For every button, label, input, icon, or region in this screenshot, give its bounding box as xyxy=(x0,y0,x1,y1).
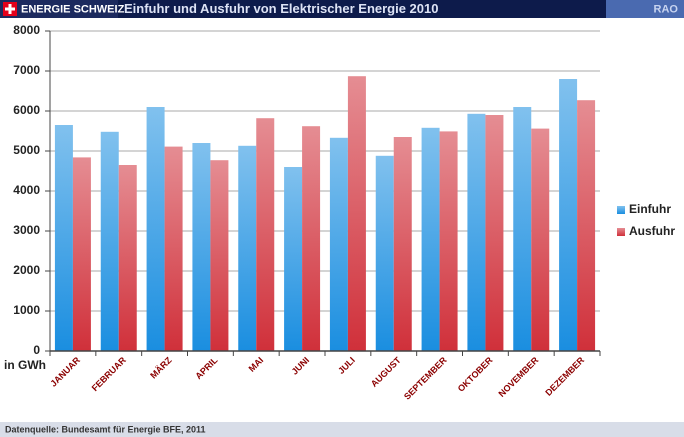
bar xyxy=(284,167,303,351)
brand-box xyxy=(0,0,118,18)
y-tick-label: 2000 xyxy=(13,263,40,277)
bar xyxy=(393,137,412,351)
bar xyxy=(375,155,394,351)
flag-cross xyxy=(5,7,15,11)
bar xyxy=(577,100,596,351)
y-tick-label: 0 xyxy=(33,343,40,357)
bar xyxy=(329,137,348,351)
bar xyxy=(118,165,137,351)
y-tick-label: 5000 xyxy=(13,143,40,157)
bar xyxy=(238,145,257,351)
bar xyxy=(54,125,73,351)
bar xyxy=(100,131,119,351)
y-tick-label: 3000 xyxy=(13,223,40,237)
y-axis-label: in GWh xyxy=(4,358,46,372)
bar xyxy=(439,131,458,351)
bar xyxy=(146,107,165,351)
legend-swatch xyxy=(617,206,625,214)
bar xyxy=(256,118,275,351)
bar xyxy=(347,76,366,351)
y-tick-label: 8000 xyxy=(13,23,40,37)
bar xyxy=(421,127,440,351)
bar xyxy=(559,79,578,351)
bar xyxy=(467,113,486,351)
chart-title: Einfuhr und Ausfuhr von Elektrischer Ene… xyxy=(124,1,438,16)
header-bar xyxy=(0,0,684,18)
bar xyxy=(485,115,504,351)
bar xyxy=(192,143,211,351)
source: Datenquelle: Bundesamt für Energie BFE, … xyxy=(5,424,206,434)
badge: RAO xyxy=(654,3,679,15)
y-tick-label: 7000 xyxy=(13,63,40,77)
bar xyxy=(302,126,321,351)
bar xyxy=(164,146,183,351)
y-tick-label: 4000 xyxy=(13,183,40,197)
legend-swatch xyxy=(617,228,625,236)
brand: ENERGIE SCHWEIZ xyxy=(21,3,125,15)
y-tick-label: 6000 xyxy=(13,103,40,117)
y-tick-label: 1000 xyxy=(13,303,40,317)
badge-box xyxy=(606,0,684,18)
legend-label: Einfuhr xyxy=(629,202,671,216)
legend-label: Ausfuhr xyxy=(629,224,675,238)
bar xyxy=(513,107,532,351)
bar xyxy=(210,160,229,351)
bar xyxy=(72,157,91,351)
bar xyxy=(531,128,550,351)
footer-bar xyxy=(0,422,684,437)
